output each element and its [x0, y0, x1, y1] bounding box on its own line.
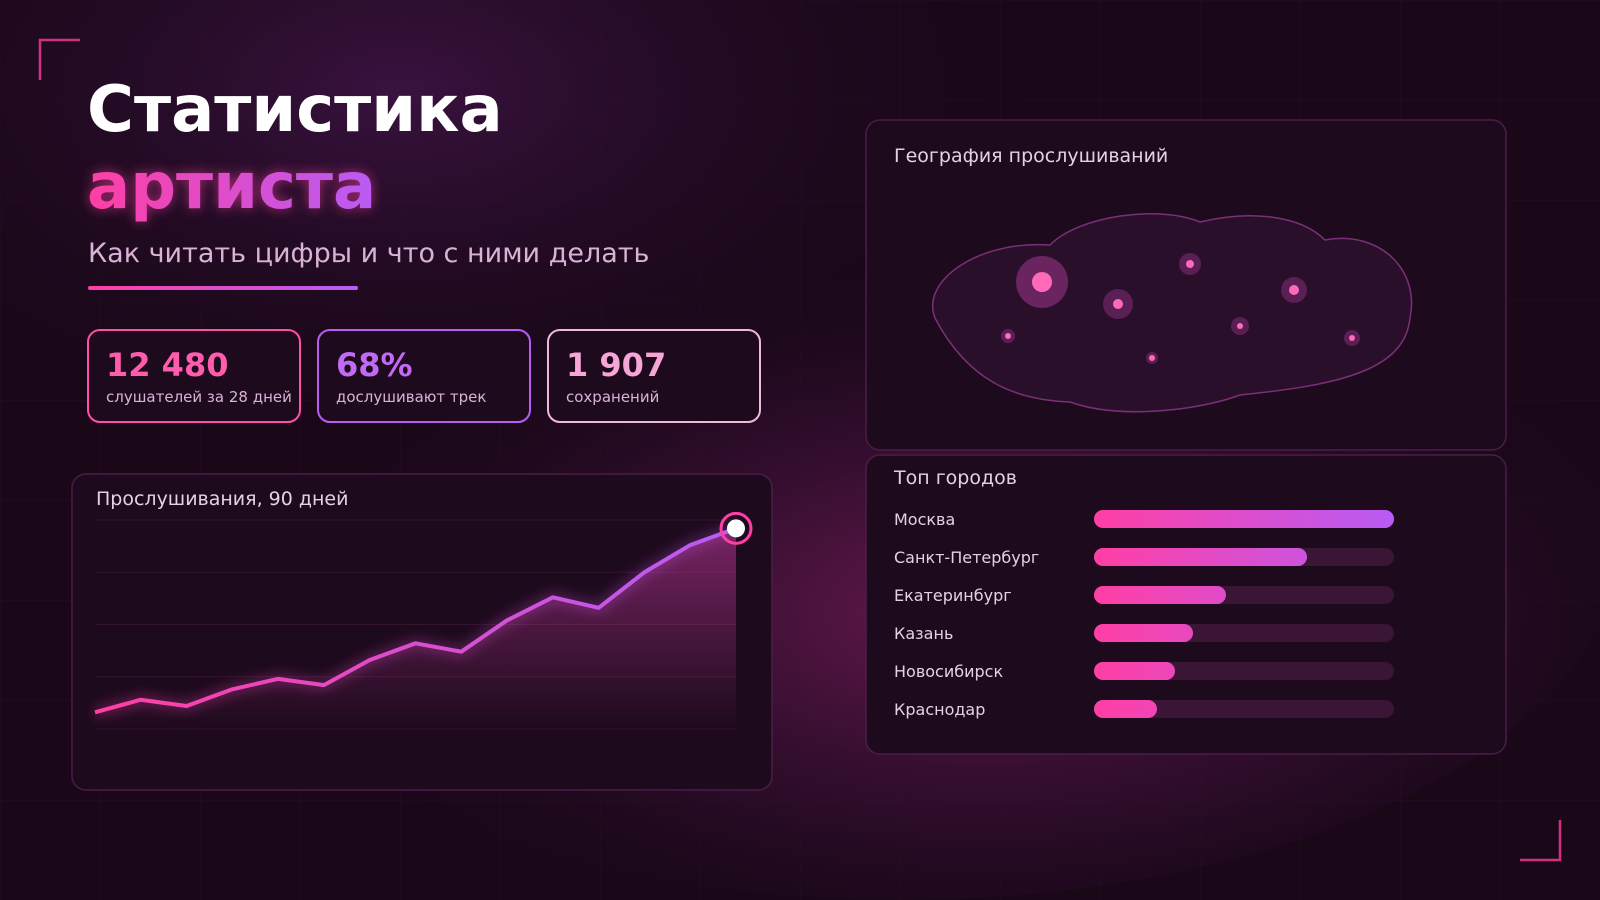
- bar: [1094, 700, 1157, 718]
- map: [932, 213, 1413, 413]
- end-marker-ring: [719, 511, 753, 545]
- line-chart: [93, 511, 753, 730]
- stat-card: [87, 329, 301, 423]
- category-label: Екатеринбург: [894, 586, 1012, 605]
- panel-title: Прослушивания, 90 дней: [96, 488, 348, 510]
- bar-track: [1094, 700, 1394, 718]
- category-label: Санкт-Петербург: [894, 548, 1039, 567]
- title-glow: артиста: [87, 150, 376, 224]
- corner-bracket: [38, 38, 80, 80]
- underline: [88, 286, 358, 290]
- bar: [1094, 548, 1307, 566]
- stat-label: дослушивают трек: [336, 388, 486, 406]
- area: [95, 528, 736, 729]
- category-label: Москва: [894, 510, 955, 529]
- subtitle: Как читать цифры и что с ними делать: [88, 238, 649, 269]
- stat-label: сохранений: [566, 388, 659, 406]
- map-dot: [1349, 335, 1355, 341]
- map-dot: [1005, 333, 1011, 339]
- map-dot: [1149, 355, 1155, 361]
- stat-value: 1 907: [566, 346, 666, 384]
- map-dot: [1113, 299, 1123, 309]
- map-dot: [1032, 272, 1052, 292]
- bar: [1094, 624, 1193, 642]
- panel-title: География прослушиваний: [894, 145, 1168, 167]
- end-marker: [727, 519, 745, 538]
- title-accent: артиста: [87, 150, 376, 224]
- stat-card: [317, 329, 531, 423]
- bar: [1094, 586, 1226, 604]
- bar-chart: Москва Санкт-Петербург Екатеринбург Казань Н…: [894, 510, 1394, 719]
- map-dot: [1186, 260, 1194, 268]
- bar: [1094, 510, 1394, 528]
- stat-value: 12 480: [106, 346, 228, 384]
- map-dot: [1237, 323, 1243, 329]
- category-label: Краснодар: [894, 700, 985, 719]
- corner-bracket: [1520, 820, 1562, 862]
- category-label: Новосибирск: [894, 662, 1003, 681]
- stat-label: слушателей за 28 дней: [106, 388, 292, 406]
- stat-card: [547, 329, 761, 423]
- stat-value: 68%: [336, 346, 413, 384]
- map-dot: [1289, 285, 1299, 295]
- line: [94, 526, 737, 715]
- bar: [1094, 662, 1175, 680]
- panel-title: Топ городов: [893, 467, 1017, 489]
- category-label: Казань: [894, 624, 953, 643]
- title: Статистика: [87, 73, 503, 147]
- stat-cards: 12 480 слушателей за 28 дней 68% дослушиваю…: [87, 329, 761, 423]
